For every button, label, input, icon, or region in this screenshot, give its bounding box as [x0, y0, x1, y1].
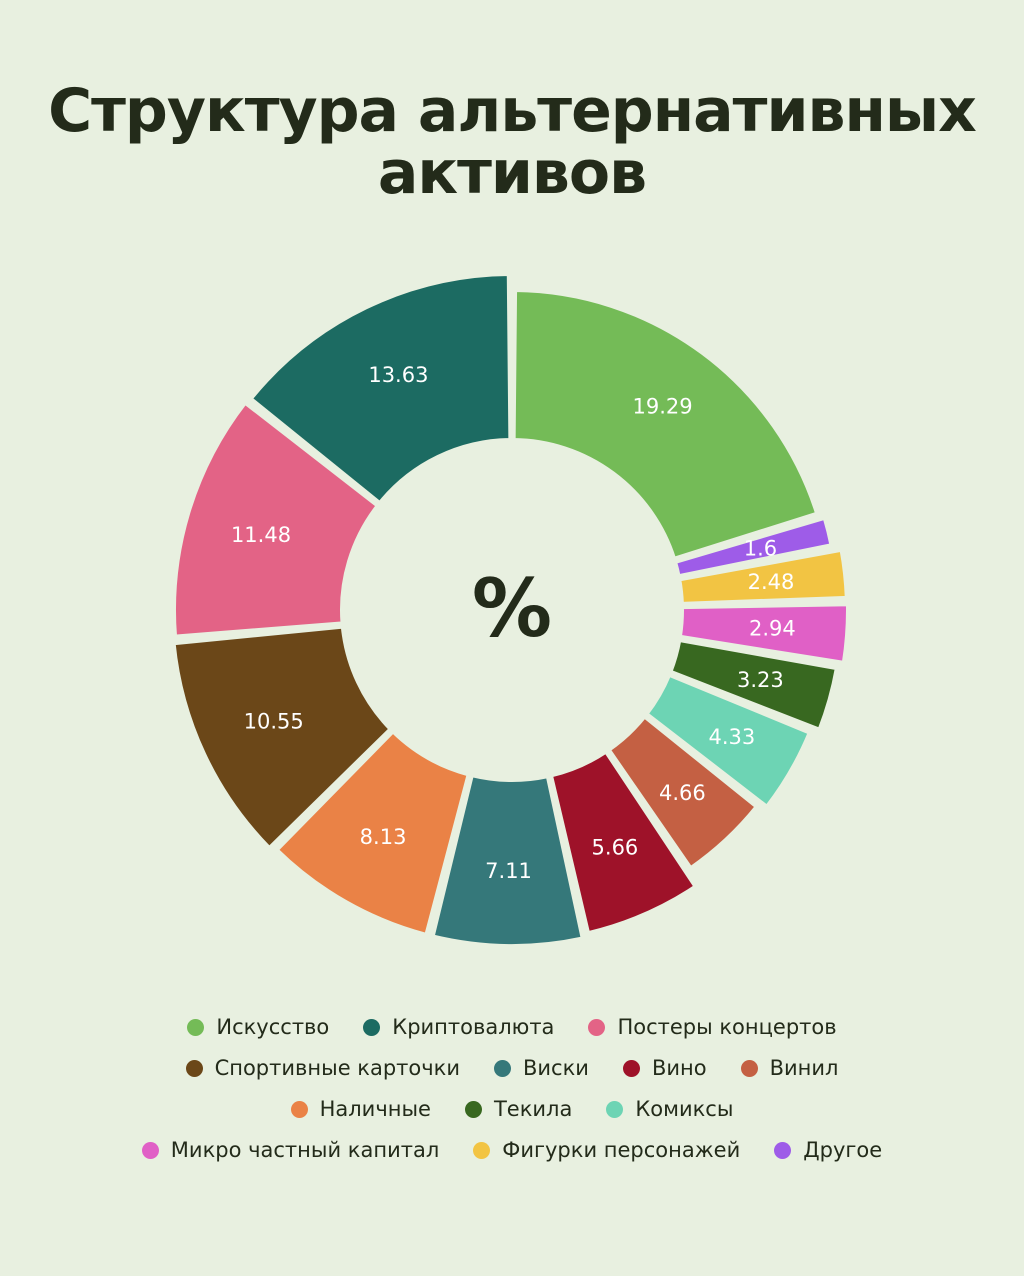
legend-label: Наличные — [319, 1097, 431, 1121]
legend-color-dot — [774, 1142, 792, 1159]
slice-value-label-5: 3.23 — [737, 668, 784, 692]
slice-value-label-2: 1.6 — [744, 536, 777, 560]
slice-value-label-13: 13.63 — [368, 363, 428, 387]
legend-item: Вино — [622, 1055, 707, 1082]
donut-slice-3 — [677, 547, 849, 606]
legend-color-dot — [185, 1060, 203, 1077]
legend-color-dot — [606, 1101, 624, 1118]
donut-slice-5 — [668, 637, 839, 732]
chart-legend: Искусство Криптовалюта Постеры концертов Сп… — [60, 1014, 964, 1164]
donut-chart: 19.29 1.6 2.48 2.94 3.23 4.33 4.66 5.66 7.11 8.13… — [171, 272, 850, 948]
legend-item: Криптовалюта — [363, 1014, 554, 1041]
legend-label: Комиксы — [635, 1097, 734, 1121]
legend-color-dot — [473, 1142, 491, 1159]
donut-slice-4 — [677, 602, 850, 665]
donut-slice-2 — [673, 515, 834, 579]
slice-value-label-3: 2.48 — [748, 570, 795, 594]
legend-item: Микро частный капитал — [141, 1137, 440, 1164]
donut-slice-7 — [606, 714, 759, 871]
slice-value-label-11: 10.55 — [244, 709, 304, 733]
chart-title-line2: активов — [377, 138, 647, 208]
legend-item: Текила — [464, 1096, 573, 1123]
legend-label: Вино — [651, 1056, 707, 1080]
donut-slice-6 — [644, 672, 812, 809]
donut-slice-1 — [511, 288, 820, 561]
legend-row: Искусство Криптовалюта Постеры концертов — [60, 1014, 964, 1041]
legend-label: Виски — [523, 1056, 589, 1080]
chart-title-line1: Структура альтернативных — [48, 76, 977, 146]
legend-row: Микро частный капитал Фигурки персонажей Д… — [60, 1137, 964, 1164]
slice-value-label-1: 19.29 — [632, 395, 692, 419]
legend-color-dot — [187, 1019, 205, 1036]
legend-label: Текила — [493, 1097, 573, 1121]
legend-item: Другое — [774, 1137, 882, 1164]
legend-item: Спортивные карточки — [185, 1055, 460, 1082]
slice-value-label-10: 8.13 — [360, 825, 407, 849]
legend-color-dot — [290, 1101, 308, 1118]
donut-slice-13 — [248, 272, 513, 506]
chart-title: Структура альтернативных активов — [0, 80, 1024, 204]
donut-slice-12 — [172, 400, 380, 639]
legend-label: Фигурки персонажей — [502, 1138, 741, 1162]
legend-label: Спортивные карточки — [214, 1056, 460, 1080]
slice-value-label-7: 4.66 — [659, 781, 706, 805]
slice-value-label-12: 11.48 — [231, 523, 291, 547]
donut-slice-8 — [548, 749, 698, 936]
legend-color-dot — [588, 1019, 606, 1036]
legend-color-dot — [464, 1101, 482, 1118]
slice-value-label-8: 5.66 — [592, 836, 639, 860]
legend-color-dot — [141, 1142, 159, 1159]
legend-item: Наличные — [290, 1096, 431, 1123]
donut-slices — [171, 272, 850, 948]
legend-label: Микро частный капитал — [170, 1138, 440, 1162]
center-percent-label: % — [472, 562, 552, 655]
legend-label: Винил — [769, 1056, 839, 1080]
slice-value-label-6: 4.33 — [709, 725, 756, 749]
legend-item: Винил — [740, 1055, 839, 1082]
donut-value-labels: 19.29 1.6 2.48 2.94 3.23 4.33 4.66 5.66 7.11 8.13… — [231, 363, 796, 883]
legend-color-dot — [363, 1019, 381, 1036]
legend-color-dot — [740, 1060, 758, 1077]
legend-label: Постеры концертов — [617, 1015, 837, 1039]
legend-label: Криптовалюта — [392, 1015, 555, 1039]
legend-item: Фигурки персонажей — [473, 1137, 740, 1164]
legend-label: Другое — [803, 1138, 883, 1162]
legend-label: Искусство — [216, 1015, 330, 1039]
legend-item: Виски — [494, 1055, 589, 1082]
legend-row: Наличные Текила Комиксы — [60, 1096, 964, 1123]
legend-item: Искусство — [187, 1014, 329, 1041]
legend-color-dot — [494, 1060, 511, 1077]
legend-row: Спортивные карточки Виски Вино Винил — [60, 1055, 964, 1082]
donut-slice-10 — [274, 729, 471, 937]
donut-slice-9 — [430, 773, 585, 948]
donut-slice-11 — [171, 624, 393, 851]
legend-item: Комиксы — [606, 1096, 733, 1123]
slice-value-label-9: 7.11 — [485, 859, 532, 883]
legend-color-dot — [622, 1060, 640, 1077]
legend-item: Постеры концертов — [588, 1014, 837, 1041]
slice-value-label-4: 2.94 — [749, 616, 796, 640]
